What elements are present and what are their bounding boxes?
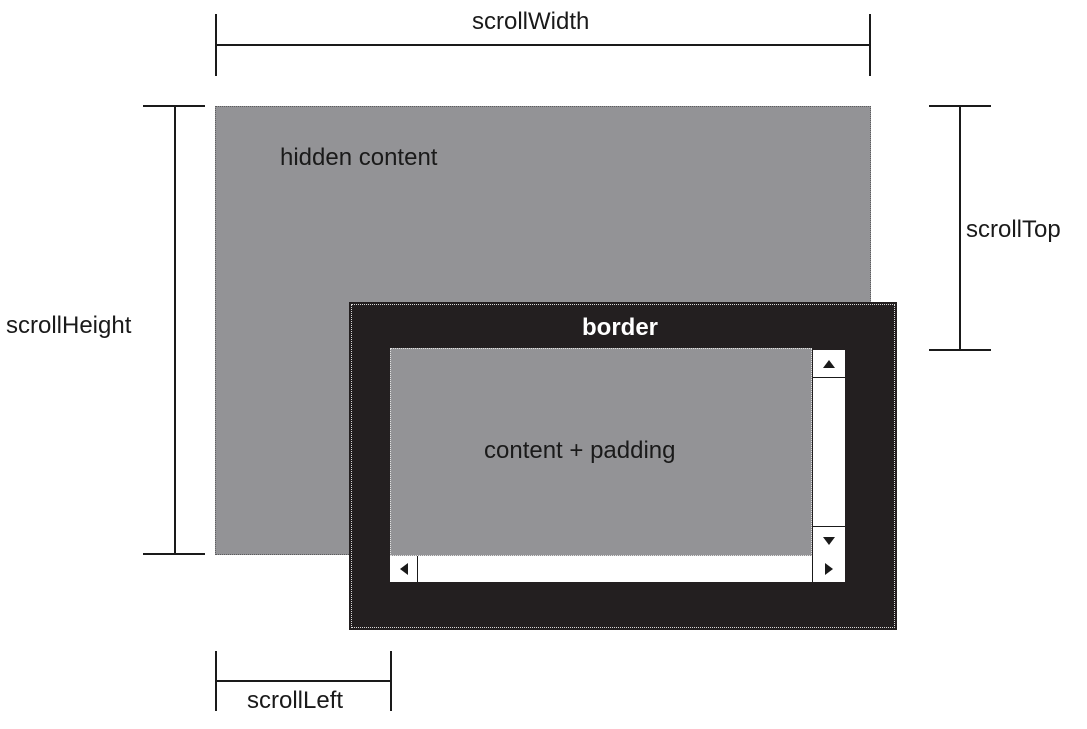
scroll-height-line bbox=[174, 106, 176, 555]
arrow-left-icon bbox=[399, 563, 408, 575]
scroll-left-line bbox=[216, 680, 392, 682]
content-padding-viewport bbox=[390, 348, 812, 556]
scroll-left-tick-right bbox=[390, 651, 392, 711]
scroll-left-label: scrollLeft bbox=[247, 687, 344, 714]
arrow-up-icon bbox=[823, 359, 835, 368]
scroll-height-tick-bottom bbox=[143, 553, 205, 555]
border-label: border bbox=[582, 314, 659, 341]
scroll-left-tick-left bbox=[215, 651, 217, 711]
scroll-right-button[interactable] bbox=[812, 556, 845, 582]
arrow-down-icon bbox=[823, 536, 835, 545]
content-padding-label: content + padding bbox=[484, 437, 676, 464]
arrow-right-icon bbox=[825, 563, 833, 575]
scroll-width-tick-left bbox=[215, 14, 217, 76]
scroll-height-tick-top bbox=[143, 105, 205, 107]
scroll-top-tick-top bbox=[929, 105, 991, 107]
horizontal-scrollbar[interactable] bbox=[390, 556, 845, 582]
scroll-top-label: scrollTop bbox=[966, 216, 1061, 244]
scroll-up-button[interactable] bbox=[813, 350, 845, 378]
scroll-top-tick-bottom bbox=[929, 349, 991, 351]
scroll-width-tick-right bbox=[869, 14, 871, 76]
vertical-scrollbar[interactable] bbox=[812, 350, 845, 556]
scroll-height-label: scrollHeight bbox=[6, 312, 132, 340]
scroll-width-label: scrollWidth bbox=[472, 8, 590, 35]
scroll-down-button[interactable] bbox=[813, 526, 845, 554]
scroll-left-button[interactable] bbox=[390, 556, 418, 582]
scroll-top-line bbox=[959, 106, 961, 351]
hidden-content-label: hidden content bbox=[280, 144, 438, 171]
scroll-width-line bbox=[216, 44, 871, 46]
